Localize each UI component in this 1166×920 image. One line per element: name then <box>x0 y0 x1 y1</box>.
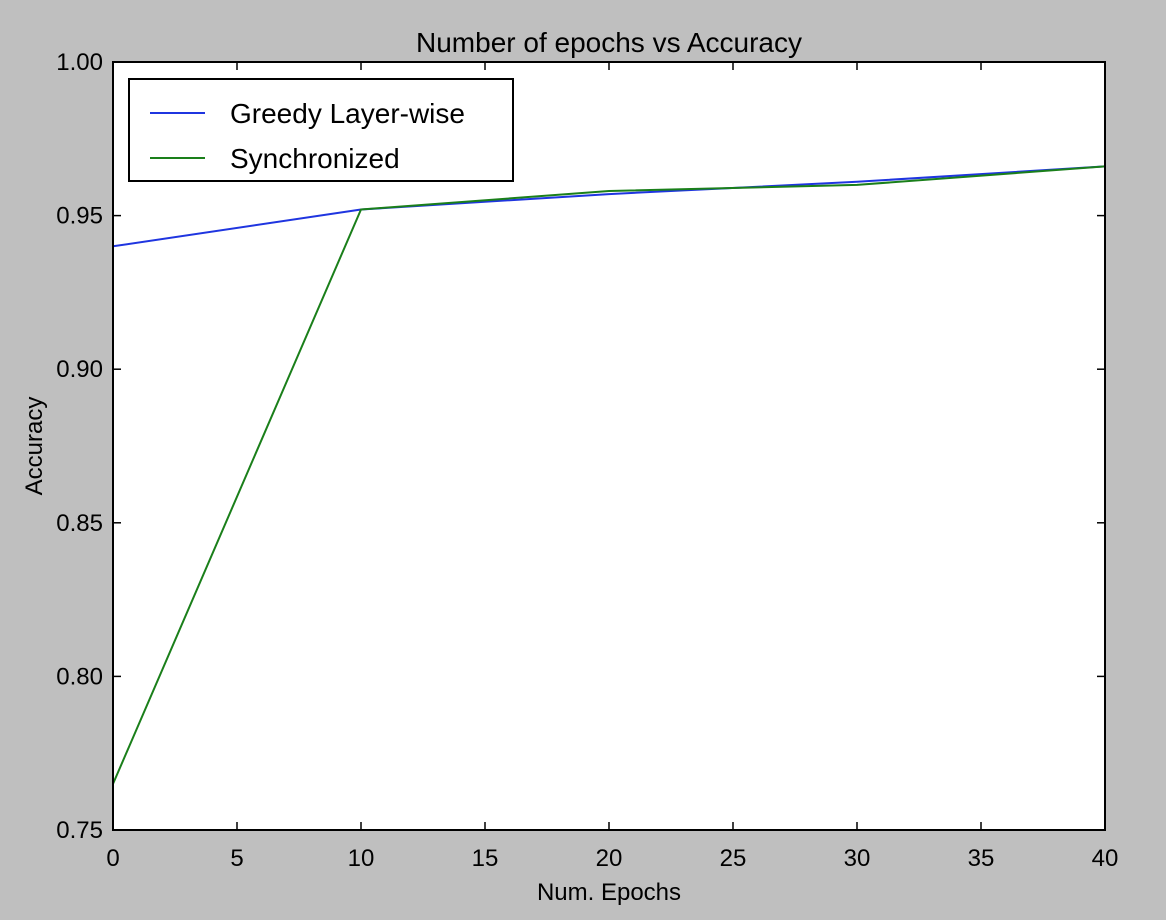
plot-frame <box>112 61 1106 831</box>
series-line-synchronized <box>112 165 1106 785</box>
y-tick-labels: 0.75 0.80 0.85 0.90 0.95 1.00 <box>56 49 103 844</box>
y-tick-label: 0.75 <box>56 817 103 844</box>
x-tick-label: 40 <box>1092 845 1119 872</box>
legend-label-greedy: Greedy Layer-wise <box>230 98 465 129</box>
y-tick-label: 0.80 <box>56 663 103 690</box>
y-tick-label: 0.90 <box>56 356 103 383</box>
x-tick-label: 15 <box>472 845 499 872</box>
series-line-greedy-layer-wise <box>112 165 1106 248</box>
series-lines <box>112 165 1106 785</box>
y-tick-label: 1.00 <box>56 49 103 76</box>
x-tick-label: 20 <box>596 845 623 872</box>
legend: Greedy Layer-wise Synchronized <box>128 78 514 182</box>
x-tick-label: 0 <box>106 845 119 872</box>
x-tick-label: 5 <box>230 845 243 872</box>
x-tick-labels: 0 5 10 15 20 25 30 35 40 <box>106 845 1118 872</box>
x-axis-label: Num. Epochs <box>537 879 681 906</box>
legend-box <box>128 78 514 182</box>
chart-title: Number of epochs vs Accuracy <box>416 27 802 58</box>
x-tick-label: 35 <box>968 845 995 872</box>
x-tick-label: 30 <box>844 845 871 872</box>
x-tick-label: 25 <box>720 845 747 872</box>
y-tick-label: 0.85 <box>56 510 103 537</box>
y-tick-label: 0.95 <box>56 203 103 230</box>
legend-label-synchronized: Synchronized <box>230 143 400 174</box>
x-tick-label: 10 <box>348 845 375 872</box>
y-axis-label: Accuracy <box>21 397 48 496</box>
